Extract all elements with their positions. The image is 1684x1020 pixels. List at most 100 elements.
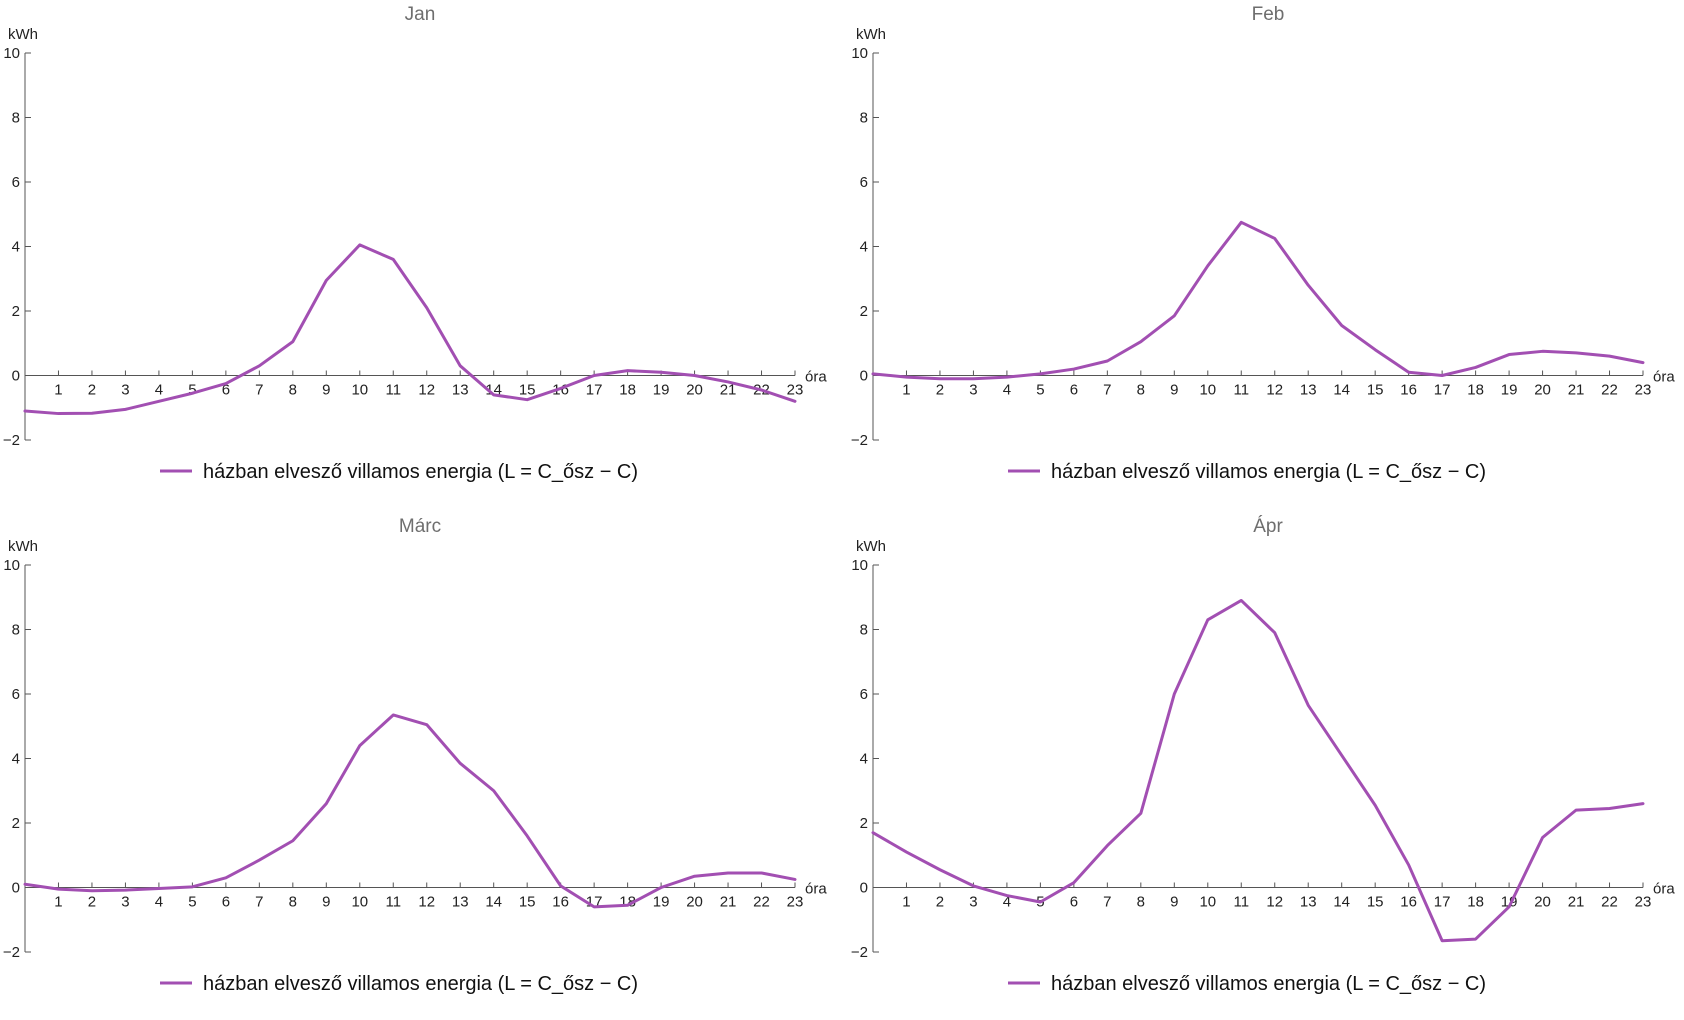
x-tick-label: 18 xyxy=(619,382,636,399)
x-tick-label: 11 xyxy=(1233,894,1249,911)
legend-label: házban elvesző villamos energia (L = C_ő… xyxy=(203,973,638,995)
legend-label: házban elvesző villamos energia (L = C_ő… xyxy=(1051,973,1486,995)
x-tick-label: 8 xyxy=(1137,382,1145,399)
y-tick-label: 10 xyxy=(3,557,20,574)
y-tick-label: −2 xyxy=(3,432,20,449)
x-tick-label: 9 xyxy=(1170,382,1178,399)
series-line xyxy=(23,713,797,909)
x-tick-label: 21 xyxy=(1568,382,1585,399)
y-tick-label: 4 xyxy=(860,751,868,768)
y-tick-label: 10 xyxy=(851,557,868,574)
x-tick-label: 1 xyxy=(54,894,62,911)
x-tick-label: 4 xyxy=(155,894,163,911)
x-tick-label: 7 xyxy=(1103,894,1111,911)
x-tick-label: 6 xyxy=(1070,382,1078,399)
y-tick-label: 6 xyxy=(12,686,20,703)
x-tick-label: 7 xyxy=(1103,382,1111,399)
x-tick-label: 19 xyxy=(653,382,670,399)
x-tick-label: 10 xyxy=(1199,382,1216,399)
x-tick-label: 17 xyxy=(1434,382,1451,399)
x-tick-label: 10 xyxy=(351,894,368,911)
x-tick-label: 17 xyxy=(1434,894,1451,911)
y-axis-unit-label: kWh xyxy=(8,26,38,43)
y-tick-label: 10 xyxy=(3,45,20,62)
x-tick-label: 13 xyxy=(1300,382,1317,399)
x-tick-label: 8 xyxy=(289,894,297,911)
x-tick-label: 17 xyxy=(586,382,603,399)
x-tick-label: 5 xyxy=(1036,382,1044,399)
x-tick-label: 23 xyxy=(1635,894,1652,911)
x-tick-label: 6 xyxy=(222,894,230,911)
x-tick-label: 19 xyxy=(1501,382,1518,399)
x-tick-label: 4 xyxy=(155,382,163,399)
x-tick-label: 10 xyxy=(351,382,368,399)
y-tick-label: 6 xyxy=(860,686,868,703)
x-tick-label: 16 xyxy=(552,894,569,911)
x-tick-label: 20 xyxy=(1534,894,1551,911)
y-tick-label: 8 xyxy=(860,110,868,127)
x-tick-label: 5 xyxy=(188,894,196,911)
x-tick-label: 11 xyxy=(1233,382,1249,399)
y-axis-unit-label: kWh xyxy=(856,538,886,555)
x-tick-label: 15 xyxy=(1367,382,1384,399)
x-tick-label: 1 xyxy=(54,382,62,399)
x-tick-label: 15 xyxy=(519,382,536,399)
series-line xyxy=(871,220,1645,381)
y-tick-label: 8 xyxy=(860,622,868,639)
x-tick-label: 23 xyxy=(1635,382,1652,399)
x-tick-label: 20 xyxy=(1534,382,1551,399)
x-tick-label: 12 xyxy=(418,382,435,399)
x-tick-label: 22 xyxy=(1601,894,1618,911)
y-tick-label: −2 xyxy=(851,944,868,961)
x-tick-label: 4 xyxy=(1003,382,1011,399)
x-tick-label: 12 xyxy=(418,894,435,911)
x-tick-label: 18 xyxy=(1467,894,1484,911)
series-line xyxy=(23,243,797,416)
x-tick-label: 2 xyxy=(936,382,944,399)
chart-title: Feb xyxy=(1252,4,1285,25)
x-tick-label: 4 xyxy=(1003,894,1011,911)
x-tick-label: 11 xyxy=(385,382,401,399)
series-line xyxy=(871,598,1645,943)
y-tick-label: 2 xyxy=(860,815,868,832)
x-tick-label: 5 xyxy=(188,382,196,399)
x-tick-label: 3 xyxy=(969,382,977,399)
x-tick-label: 14 xyxy=(1333,894,1350,911)
x-tick-label: 10 xyxy=(1199,894,1216,911)
x-tick-label: 15 xyxy=(519,894,536,911)
x-tick-label: 9 xyxy=(322,382,330,399)
y-tick-label: 10 xyxy=(851,45,868,62)
x-axis-unit-label: óra xyxy=(1653,369,1675,386)
y-tick-label: 4 xyxy=(860,239,868,256)
x-tick-label: 20 xyxy=(686,894,703,911)
x-tick-label: 3 xyxy=(121,894,129,911)
y-tick-label: 0 xyxy=(860,368,868,385)
y-tick-label: 2 xyxy=(12,303,20,320)
chart-panel-apr: Ápr kWh óra −2 0 2 4 6 8 10 1 2 3 4 5 6 7 8 9 10 11 12 13 14 15 1… xyxy=(848,512,1684,1020)
chart-panel-jan: Jan kWh óra −2 0 2 4 6 8 10 1 2 3 4 5 6 7 8 9 10 11 12 13 14 15 1… xyxy=(0,0,842,508)
y-tick-label: 6 xyxy=(12,174,20,191)
chart-panel-marc: Márc kWh óra −2 0 2 4 6 8 10 1 2 3 4 5 6 7 8 9 10 11 12 13 14 15… xyxy=(0,512,842,1020)
x-tick-label: 13 xyxy=(452,894,469,911)
chart-panel-feb: Feb kWh óra −2 0 2 4 6 8 10 1 2 3 4 5 6 7 8 9 10 11 12 13 14 15 1… xyxy=(848,0,1684,508)
x-tick-label: 21 xyxy=(720,894,737,911)
y-tick-label: 0 xyxy=(860,880,868,897)
x-tick-label: 1 xyxy=(902,894,910,911)
x-tick-label: 3 xyxy=(969,894,977,911)
y-tick-label: −2 xyxy=(851,432,868,449)
x-axis-unit-label: óra xyxy=(805,881,827,898)
x-tick-label: 2 xyxy=(88,894,96,911)
x-tick-label: 13 xyxy=(452,382,469,399)
x-tick-label: 18 xyxy=(1467,382,1484,399)
x-tick-label: 6 xyxy=(222,382,230,399)
x-tick-label: 3 xyxy=(121,382,129,399)
x-tick-label: 9 xyxy=(322,894,330,911)
x-tick-label: 15 xyxy=(1367,894,1384,911)
x-tick-label: 11 xyxy=(385,894,401,911)
y-tick-label: 2 xyxy=(12,815,20,832)
y-tick-label: 8 xyxy=(12,110,20,127)
x-tick-label: 12 xyxy=(1266,894,1283,911)
chart-title: Ápr xyxy=(1253,516,1283,537)
